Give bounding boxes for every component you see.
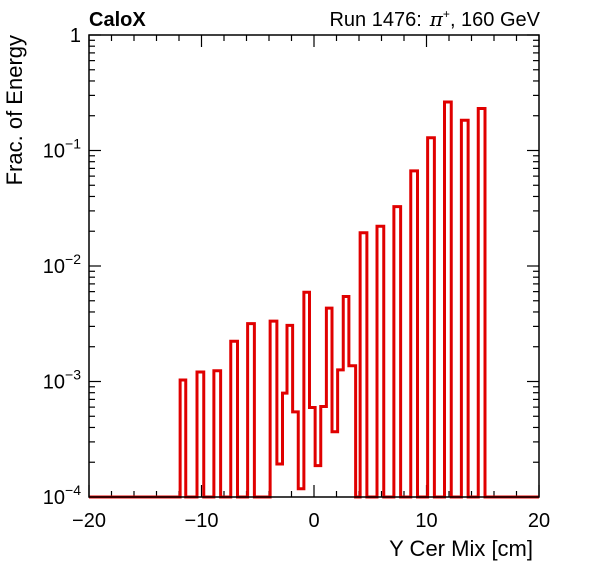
y-axis-title: Frac. of Energy: [2, 35, 27, 185]
histogram-series: [89, 100, 539, 499]
y-tick-label: 10−3: [43, 367, 81, 394]
x-tick-label: 10: [415, 510, 437, 532]
x-axis-title: Y Cer Mix [cm]: [389, 536, 533, 561]
x-tick-label: 0: [308, 510, 319, 532]
run-info-label: Run 1476: π+, 160 GeV: [329, 7, 540, 31]
x-tick-label: −10: [185, 510, 219, 532]
y-tick-labels: 1 10−1 10−2 10−3 10−4: [43, 25, 81, 509]
y-tick-label: 10−2: [43, 251, 81, 278]
particle-charge: +: [443, 7, 450, 21]
y-tick-label: 10−1: [43, 136, 81, 163]
particle-symbol: π: [429, 7, 444, 31]
beam-energy: , 160 GeV: [450, 9, 541, 31]
plot-frame: [88, 34, 540, 498]
x-tick-label: 20: [528, 510, 550, 532]
x-tick-labels: −20 −10 0 10 20: [72, 510, 550, 532]
experiment-label: CaloX: [89, 9, 146, 31]
y-tick-label: 10−4: [43, 482, 81, 509]
run-number: Run 1476:: [329, 9, 421, 31]
x-tick-label: −20: [72, 510, 106, 532]
y-tick-label: 1: [70, 25, 81, 47]
